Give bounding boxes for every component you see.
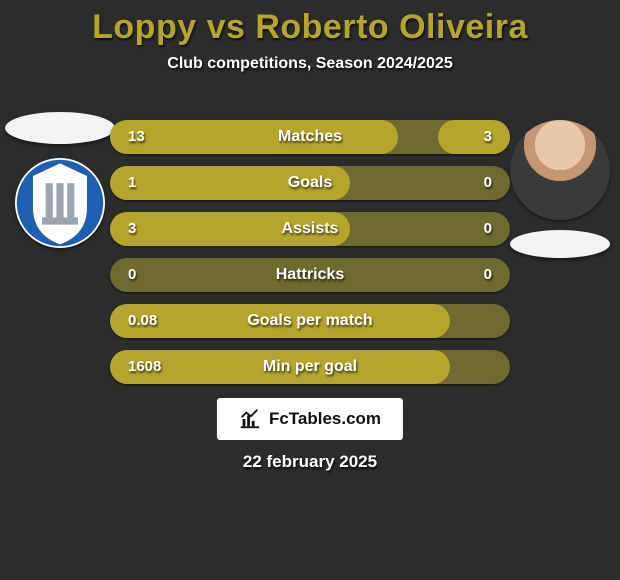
player-right-avatar [510,120,610,220]
stat-label: Goals per match [110,304,510,338]
brand-chart-icon [239,408,261,430]
stat-row: 1608Min per goal [110,350,510,384]
stat-row: 00Hattricks [110,258,510,292]
date-text: 22 february 2025 [0,452,620,472]
stat-label: Goals [110,166,510,200]
stat-label: Hattricks [110,258,510,292]
page-subtitle: Club competitions, Season 2024/2025 [0,55,620,73]
stat-row: 10Goals [110,166,510,200]
stat-label: Assists [110,212,510,246]
stat-row: 0.08Goals per match [110,304,510,338]
brand-text: FcTables.com [269,409,381,429]
player-left-block [5,112,115,248]
player-right-placeholder [510,230,610,258]
club-badge [15,158,105,248]
player-left-placeholder [5,112,115,144]
stat-label: Matches [110,120,510,154]
infographic-container: Loppy vs Roberto Oliveira Club competiti… [0,0,620,580]
club-crest-icon [15,158,105,248]
page-title: Loppy vs Roberto Oliveira [0,0,620,47]
stat-row: 30Assists [110,212,510,246]
stat-row: 133Matches [110,120,510,154]
stat-label: Min per goal [110,350,510,384]
stats-panel: 133Matches 10Goals 30Assists 00Hattricks 0.0… [110,120,510,396]
brand-chip: FcTables.com [217,398,403,440]
player-right-block [505,120,615,258]
